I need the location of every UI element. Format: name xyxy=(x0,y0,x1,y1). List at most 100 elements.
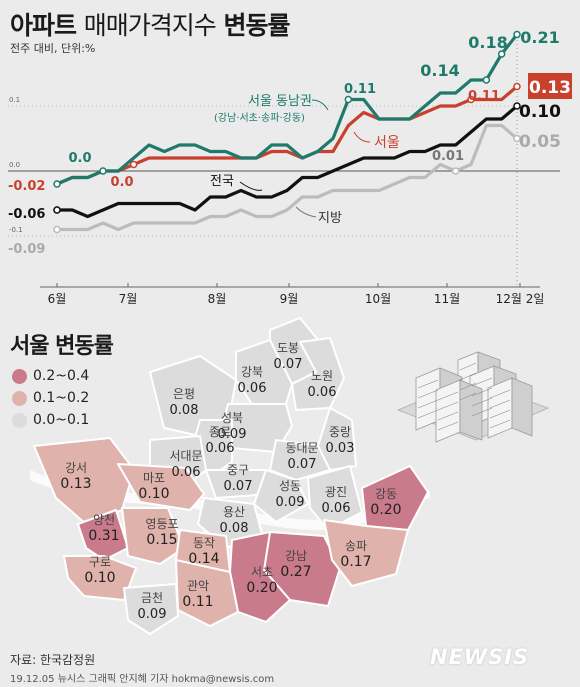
district-value-label: 0.09 xyxy=(218,427,247,442)
series-name-southeast: 서울 동남권 xyxy=(248,94,312,109)
district-name-label: 동대문 xyxy=(285,441,318,455)
legend-item-low: 0.0~0.1 xyxy=(12,409,89,431)
district-value-label: 0.07 xyxy=(274,357,303,372)
series-name-region: 지방 xyxy=(318,211,342,226)
district-value-label: 0.15 xyxy=(146,532,177,548)
series-point xyxy=(467,95,475,104)
district-value-label: 0.10 xyxy=(84,570,115,586)
data-label: 0.0 xyxy=(110,175,133,190)
data-label: 0.11 xyxy=(344,82,376,97)
district-value-label: 0.07 xyxy=(288,457,317,472)
district-name-label: 강서 xyxy=(65,461,87,475)
series-name-seoul: 서울 xyxy=(374,135,400,151)
map-title: 서울 변동률 xyxy=(10,334,114,359)
district-name-label: 중랑 xyxy=(329,425,351,439)
legend-label-low: 0.0~0.1 xyxy=(33,412,90,428)
data-label: 0.11 xyxy=(468,89,500,104)
district-name-label: 동작 xyxy=(193,536,215,550)
district-name-label: 광진 xyxy=(325,485,347,499)
legend-label-mid: 0.1~0.2 xyxy=(33,390,90,406)
district-name-label: 서대문 xyxy=(169,449,202,463)
series-name-nation: 전국 xyxy=(210,174,234,189)
leader-region xyxy=(295,206,317,218)
district-name-label: 강남 xyxy=(285,549,307,563)
seoul-end-label-box xyxy=(528,73,572,99)
district-value-label: 0.11 xyxy=(182,594,213,610)
data-label: 0.01 xyxy=(432,149,464,164)
start-label-nation: -0.06 xyxy=(8,207,45,222)
district-value-label: 0.20 xyxy=(370,502,401,518)
district-name-label: 중구 xyxy=(227,463,249,477)
x-tick-label: 10월 xyxy=(365,292,391,306)
y-tick-label: -0.1 xyxy=(9,226,23,234)
district-name-label: 영등포 xyxy=(145,517,178,531)
district-name-label: 금천 xyxy=(141,590,163,605)
legend-swatch-mid xyxy=(12,390,27,406)
district-value-label: 0.08 xyxy=(170,403,199,418)
legend-item-mid: 0.1~0.2 xyxy=(12,387,89,409)
series-point xyxy=(513,102,521,110)
series-point xyxy=(497,50,506,58)
district-name-label: 성북 xyxy=(221,411,243,425)
series-point xyxy=(482,76,491,84)
data-label: 0.18 xyxy=(468,33,507,52)
district-name-label: 마포 xyxy=(143,471,165,485)
y-tick-label: 0.1 xyxy=(9,96,20,104)
x-tick-label: 8월 xyxy=(208,292,227,306)
series-point xyxy=(129,160,138,169)
district-value-label: 0.06 xyxy=(206,441,235,456)
legend-label-high: 0.2~0.4 xyxy=(33,368,90,384)
title-bold: 아파트 xyxy=(10,11,77,40)
leader-seoul xyxy=(353,131,371,143)
series-point xyxy=(513,82,521,91)
series-line-0 xyxy=(56,33,519,186)
district-name-label: 관악 xyxy=(187,579,209,593)
series-point xyxy=(513,30,521,39)
subtitle: 전주 대비, 단위:% xyxy=(10,42,96,55)
district-value-label: 0.03 xyxy=(326,441,355,456)
legend-item-high: 0.2~0.4 xyxy=(12,365,89,387)
x-tick-label: 9월 xyxy=(280,292,299,306)
map-legend: 0.2~0.4 0.1~0.2 0.0~0.1 xyxy=(12,365,89,431)
source-note: 자료: 한국감정원 xyxy=(10,653,96,667)
district-양천 xyxy=(77,509,129,561)
title-tail: 변동률 xyxy=(223,11,290,40)
seoul-end-label: 0.13 xyxy=(529,78,571,98)
series-line-3 xyxy=(57,123,519,232)
district-마포 xyxy=(117,463,205,511)
district-name-label: 은평 xyxy=(173,387,195,401)
start-point xyxy=(53,206,61,214)
series-name-southeast-sub: (강남·서초·송파·강동) xyxy=(214,112,305,124)
data-label: 0.21 xyxy=(520,28,559,47)
district-name-label: 종로 xyxy=(209,425,231,439)
district-value-label: 0.06 xyxy=(308,385,337,400)
district-동대문 xyxy=(269,439,331,481)
district-name-label: 도봉 xyxy=(277,341,299,355)
district-value-label: 0.07 xyxy=(224,479,253,494)
district-value-label: 0.06 xyxy=(172,465,201,480)
leader-nation xyxy=(239,181,263,191)
district-value-label: 0.06 xyxy=(238,381,267,396)
page-title: 아파트 매매가격지수 변동률 xyxy=(10,6,290,42)
district-name-label: 용산 xyxy=(223,505,245,519)
district-value-label: 0.17 xyxy=(340,554,371,570)
region-end-label: 0.05 xyxy=(519,132,561,152)
district-영등포 xyxy=(121,507,185,565)
district-name-label: 양천 xyxy=(93,512,115,527)
x-tick-label: 7월 xyxy=(119,292,138,306)
district-name-label: 송파 xyxy=(345,539,367,553)
x-tick-label: 12월 2일 xyxy=(496,292,545,306)
district-name-label: 서초 xyxy=(251,565,273,579)
district-name-label: 강북 xyxy=(241,365,263,379)
newsis-logo: NEWSIS xyxy=(430,645,530,669)
x-tick-label: 11월 xyxy=(434,292,460,306)
series-point xyxy=(451,167,460,175)
district-name-label: 강동 xyxy=(375,487,397,501)
district-value-label: 0.08 xyxy=(220,521,249,536)
x-tick-label: 6월 xyxy=(48,292,67,306)
district-value-label: 0.20 xyxy=(246,580,277,596)
district-value-label: 0.13 xyxy=(60,476,91,492)
series-point xyxy=(344,95,353,104)
